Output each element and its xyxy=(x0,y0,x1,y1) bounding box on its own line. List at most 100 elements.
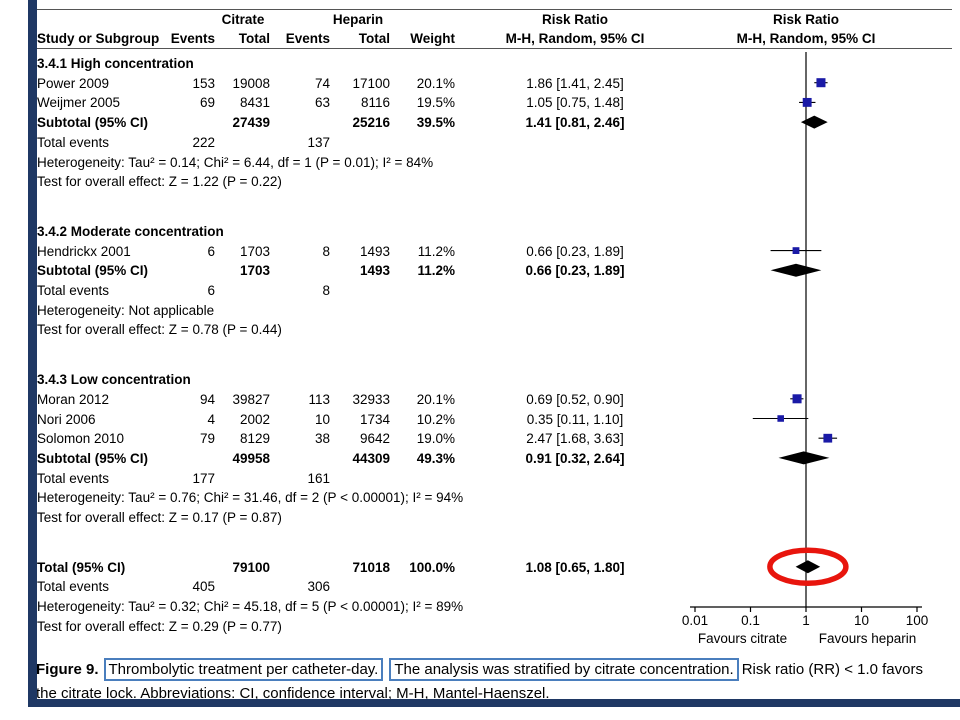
overall-effect-text: Test for overall effect: Z = 0.17 (P = 0… xyxy=(37,510,282,525)
heterogeneity-text: Heterogeneity: Tau² = 0.14; Chi² = 6.44,… xyxy=(37,154,434,170)
figure-number-label: Figure 9. xyxy=(36,661,99,678)
subtotal-label: Subtotal (95% CI) xyxy=(37,450,149,466)
rr-ci-text: 2.47 [1.68, 3.63] xyxy=(526,431,624,447)
total-events-citrate: 222 xyxy=(192,134,215,150)
caption-line-2: the citrate lock. Abbreviations: CI, con… xyxy=(36,685,550,702)
caption-tail-text: Risk ratio (RR) < 1.0 favors xyxy=(741,661,923,678)
col-header-events-heparin: Events xyxy=(285,31,330,46)
citrate-total: 8129 xyxy=(239,431,270,447)
overall-effect-text: Test for overall effect: Z = 0.78 (P = 0… xyxy=(37,322,282,338)
col-header-weight: Weight xyxy=(410,31,455,46)
citrate-events: 153 xyxy=(192,75,215,91)
subtotal-rr-ci-text: 0.66 [0.23, 1.89] xyxy=(525,263,625,279)
total-events-label: Total events xyxy=(37,134,110,150)
total-events-heparin: 8 xyxy=(322,283,330,298)
rr-ci-text: 1.05 [0.75, 1.48] xyxy=(526,95,624,111)
citrate-total: 2002 xyxy=(239,411,270,427)
heparin-total: 9642 xyxy=(359,431,390,447)
subgroup-title: 3.4.1 High concentration xyxy=(37,56,194,71)
slide-bottom-accent-bar xyxy=(28,699,960,707)
overall-effect-text: Test for overall effect: Z = 1.22 (P = 0… xyxy=(37,174,282,190)
col-header-mh-ci-plot: M-H, Random, 95% CI xyxy=(736,31,876,46)
study-name: Weijmer 2005 xyxy=(37,95,121,111)
total-label: Total (95% CI) xyxy=(37,559,126,575)
rr-ci-text: 0.69 [0.52, 0.90] xyxy=(526,391,624,407)
weight: 19.5% xyxy=(416,95,455,111)
subtotal-label: Subtotal (95% CI) xyxy=(37,263,149,279)
subtotal-label: Subtotal (95% CI) xyxy=(37,115,149,131)
subtotal-weight: 11.2% xyxy=(417,263,455,279)
citrate-events: 69 xyxy=(199,95,215,111)
subtotal-weight: 39.5% xyxy=(416,115,455,131)
total-rr-ci-text: 1.08 [0.65, 1.80] xyxy=(525,559,625,575)
total-events-citrate: 405 xyxy=(192,579,215,595)
citrate-total: 1703 xyxy=(239,243,270,259)
heterogeneity-text: Heterogeneity: Tau² = 0.32; Chi² = 45.18… xyxy=(37,599,464,615)
heparin-events: 10 xyxy=(314,411,330,427)
subtotal-heparin-total: 44309 xyxy=(352,450,390,466)
caption-line-1: Figure 9. Thrombolytic treatment per cath… xyxy=(36,658,960,684)
citrate-events: 6 xyxy=(207,243,215,259)
rr-ci-text: 0.35 [0.11, 1.10] xyxy=(526,411,624,427)
heparin-total: 8116 xyxy=(360,95,390,111)
weight: 19.0% xyxy=(416,431,455,447)
overall-effect-text: Test for overall effect: Z = 0.29 (P = 0… xyxy=(37,618,282,634)
subtotal-citrate-total: 1703 xyxy=(239,263,270,279)
col-group-risk-ratio: Risk Ratio xyxy=(541,12,609,27)
citrate-events: 94 xyxy=(199,391,215,407)
weight: 10.2% xyxy=(416,411,455,427)
heparin-events: 74 xyxy=(314,75,330,91)
subgroup-title: 3.4.3 Low concentration xyxy=(37,372,191,388)
rr-ci-text: 1.86 [1.41, 2.45] xyxy=(526,75,624,91)
col-group-risk-ratio-plot: Risk Ratio xyxy=(772,12,840,27)
heterogeneity-text: Heterogeneity: Not applicable xyxy=(37,302,215,318)
heparin-total: 17100 xyxy=(352,75,390,91)
citrate-events: 79 xyxy=(199,431,215,447)
weight: 11.2% xyxy=(417,243,455,259)
total-citrate-total: 79100 xyxy=(232,559,270,575)
total-events-citrate: 6 xyxy=(207,283,215,298)
heparin-events: 113 xyxy=(308,391,330,407)
slide-left-accent-bar xyxy=(28,0,37,707)
total-events-label: Total events xyxy=(37,283,110,298)
col-group-citrate: Citrate xyxy=(221,12,265,27)
rr-ci-text: 0.66 [0.23, 1.89] xyxy=(526,243,624,259)
weight: 20.1% xyxy=(416,391,455,407)
subtotal-rr-ci-text: 1.41 [0.81, 2.46] xyxy=(525,115,625,131)
subtotal-citrate-total: 27439 xyxy=(232,115,270,131)
citrate-total: 19008 xyxy=(232,75,270,91)
caption-highlight-box-2: The analysis was stratified by citrate c… xyxy=(389,658,739,681)
study-name: Hendrickx 2001 xyxy=(37,243,131,259)
subtotal-rr-ci-text: 0.91 [0.32, 2.64] xyxy=(525,450,625,466)
weight: 20.1% xyxy=(416,75,455,91)
heparin-events: 38 xyxy=(314,431,330,447)
total-events-heparin: 161 xyxy=(307,470,330,486)
heparin-total: 1493 xyxy=(359,243,390,259)
heparin-total: 1734 xyxy=(359,411,390,427)
subtotal-citrate-total: 49958 xyxy=(232,450,270,466)
citrate-events: 4 xyxy=(207,411,215,427)
col-header-total-citrate: Total xyxy=(238,31,270,46)
subtotal-heparin-total: 25216 xyxy=(352,115,390,131)
study-name: Solomon 2010 xyxy=(37,431,125,447)
total-heparin-total: 71018 xyxy=(352,559,390,575)
col-group-heparin: Heparin xyxy=(332,12,384,27)
total-events-heparin: 137 xyxy=(307,134,330,150)
heparin-events: 63 xyxy=(314,95,330,111)
total-weight: 100.0% xyxy=(409,559,455,575)
col-header-events-citrate: Events xyxy=(170,31,215,46)
total-events-label: Total events xyxy=(37,470,110,486)
col-header-mh-ci: M-H, Random, 95% CI xyxy=(505,31,645,46)
heparin-total: 32933 xyxy=(352,391,390,407)
citrate-total: 8431 xyxy=(239,95,270,111)
heparin-events: 8 xyxy=(322,243,330,259)
total-events-citrate: 177 xyxy=(192,470,215,486)
total-events-label: Total events xyxy=(37,579,110,595)
study-name: Nori 2006 xyxy=(37,411,96,427)
figure-caption: Figure 9. Thrombolytic treatment per cath… xyxy=(36,658,960,706)
subtotal-heparin-total: 1493 xyxy=(359,263,390,279)
col-header-total-heparin: Total xyxy=(358,31,390,46)
subgroup-title: 3.4.2 Moderate concentration xyxy=(37,223,224,239)
